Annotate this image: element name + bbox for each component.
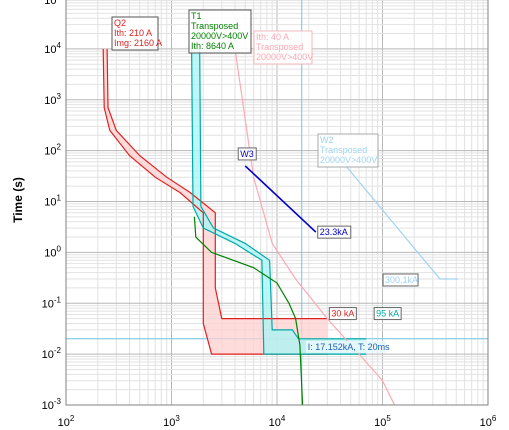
label-q2-box	[111, 16, 159, 51]
label-w1-text: Ith: 40 A	[256, 32, 289, 42]
label-t1-box	[188, 9, 252, 54]
y-tick-label: 101	[44, 194, 61, 209]
label-w2-text: 20000V>400V	[320, 155, 377, 165]
annotation-300-1ka: 300.1kA	[385, 275, 418, 285]
y-tick-label: 100	[44, 244, 61, 259]
annotation-i-17-152ka-t-20ms: I: 17.152kA, T: 20ms	[308, 342, 390, 352]
label-w2-text: W2	[320, 135, 334, 145]
annotation-box	[317, 225, 352, 239]
band-fills	[103, 48, 367, 355]
series-line-w1	[234, 48, 396, 406]
series-lower-t1	[191, 48, 367, 355]
y-tick-label: 102	[44, 143, 61, 158]
annotation-23-3ka: 23.3kA	[320, 227, 348, 237]
label-t1-text: Ith: 8640 A	[191, 41, 234, 51]
x-tick-label: 105	[374, 414, 391, 429]
annotation-box	[382, 273, 419, 287]
label-w1-text: 20000V>400V	[256, 52, 313, 62]
y-tick-label: 10-3	[42, 397, 62, 412]
annotation-95-ka: 95 kA	[376, 309, 399, 319]
label-w2-text: Transposed	[320, 145, 367, 155]
y-tick-label: 103	[44, 92, 61, 107]
series-lower-q2	[102, 48, 328, 355]
label-t1-text: T1	[191, 11, 202, 21]
annotation-box	[237, 147, 257, 161]
label-t1-text: Transposed	[191, 21, 238, 31]
series-upper-q2	[106, 48, 328, 320]
label-q2-text: Img: 2160 A	[114, 38, 162, 48]
y-axis-label: Time (s)	[11, 177, 25, 223]
x-tick-label: 106	[480, 414, 497, 429]
annotation-box	[305, 340, 386, 353]
y-tick-label: 104	[44, 41, 61, 56]
series-upper-t1	[199, 48, 367, 340]
annotation-w3: W3	[240, 149, 254, 159]
y-tick-label: 105	[44, 0, 61, 7]
x-tick-label: 103	[163, 414, 180, 429]
y-tick-label: 10-2	[42, 346, 62, 361]
label-t1-text: 20000V>400V	[191, 31, 248, 41]
y-tick-label: 10-1	[42, 295, 62, 310]
annotation-box	[373, 307, 402, 321]
label-w1-text: Transposed	[256, 42, 303, 52]
label-q2-text: Ith: 210 A	[114, 28, 152, 38]
plot-frame	[65, 0, 489, 406]
series-line-t1-inrush	[193, 216, 304, 406]
label-w2-box	[317, 133, 379, 168]
annotation-box	[328, 307, 357, 321]
annotation-30-ka: 30 kA	[331, 309, 354, 319]
series-lines	[102, 48, 458, 406]
label-q2-text: Q2	[114, 18, 126, 28]
series-line-w3	[244, 165, 317, 233]
tick-labels: 102 103 104 105 106 10-3 10-2 10-1 100 101 102 103 1…	[42, 0, 497, 429]
band-fill-q2	[103, 48, 328, 355]
x-tick-label: 104	[269, 414, 286, 429]
label-w1-box	[253, 30, 313, 65]
x-tick-label: 102	[58, 414, 75, 429]
